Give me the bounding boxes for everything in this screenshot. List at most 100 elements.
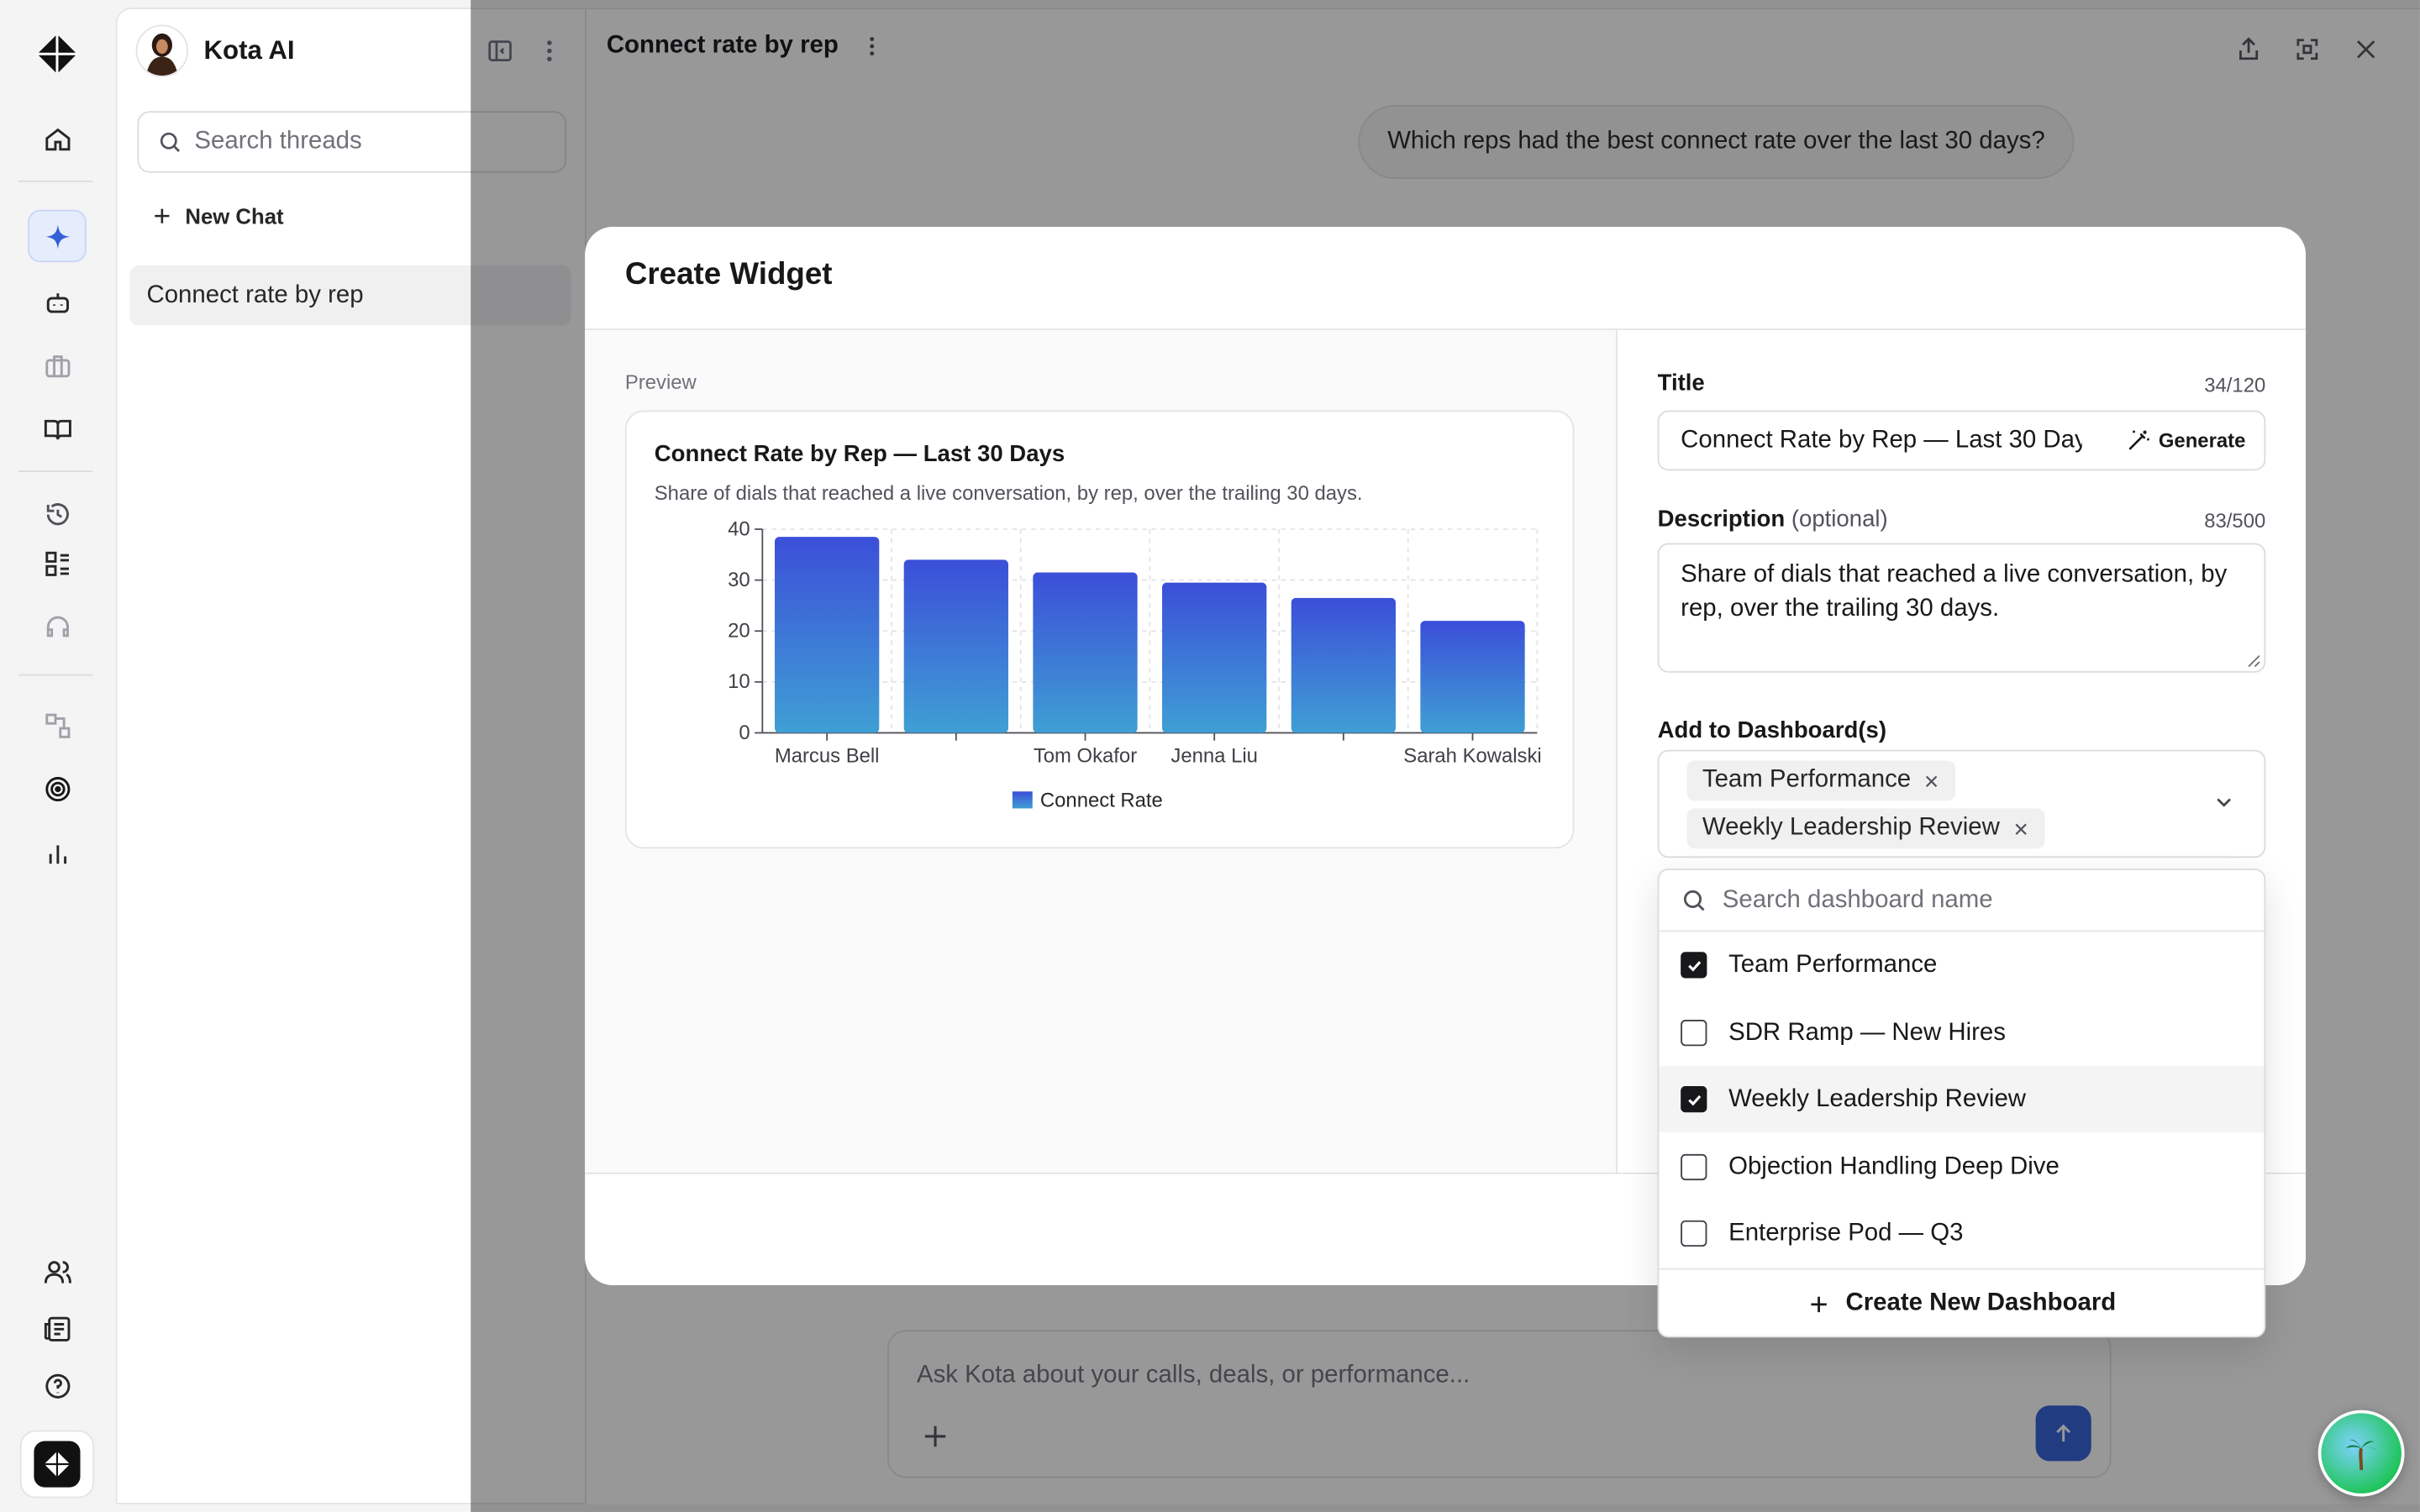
dashboard-search-input[interactable]: Search dashboard name: [1659, 870, 2265, 932]
description-label-text: Description: [1657, 506, 1786, 533]
checkbox-checked-icon[interactable]: [1681, 952, 1707, 979]
bar: [903, 559, 1008, 733]
create-new-dashboard-button[interactable]: Create New Dashboard: [1659, 1268, 2265, 1338]
bot-icon[interactable]: [28, 276, 87, 328]
history-icon[interactable]: [28, 487, 87, 539]
search-icon: [1683, 890, 1705, 911]
rail-divider: [18, 180, 93, 182]
help-icon[interactable]: [28, 1359, 87, 1411]
checkbox-unchecked-icon[interactable]: [1681, 1220, 1707, 1247]
bar: [1420, 621, 1525, 733]
new-chat-button[interactable]: New Chat: [151, 203, 284, 228]
y-tick-label: 0: [739, 722, 750, 744]
chat-composer[interactable]: Ask Kota about your calls, deals, or per…: [887, 1330, 2112, 1478]
workflow-icon[interactable]: [28, 699, 87, 751]
dashboard-option[interactable]: Team Performance: [1659, 932, 2264, 998]
dashboard-option-label: Objection Handling Deep Dive: [1728, 1152, 2060, 1180]
generate-button[interactable]: Generate: [2115, 419, 2255, 462]
y-tick-label: 20: [728, 620, 750, 643]
checkbox-checked-icon[interactable]: [1681, 1086, 1707, 1113]
remove-chip-icon[interactable]: [1923, 772, 1940, 789]
assistant-avatar-bubble[interactable]: [2317, 1410, 2405, 1497]
headset-icon[interactable]: [28, 600, 87, 652]
newspaper-icon[interactable]: [28, 1302, 87, 1354]
description-label: Description (optional): [1658, 506, 1888, 532]
users-icon[interactable]: [28, 1245, 87, 1297]
search-threads-input[interactable]: Search threads: [137, 111, 567, 173]
description-optional: (optional): [1791, 506, 1888, 533]
remove-chip-icon[interactable]: [2012, 820, 2028, 837]
share-icon[interactable]: [2235, 35, 2263, 63]
y-tick-label: 30: [728, 569, 750, 591]
book-icon[interactable]: [28, 402, 87, 454]
resize-handle-icon[interactable]: [2245, 653, 2260, 668]
plus-icon: [1811, 1295, 1827, 1312]
close-icon[interactable]: [2352, 35, 2380, 63]
dashboard-chip: Team Performance: [1686, 760, 1956, 801]
chart-subtitle: Share of dials that reached a live conve…: [654, 481, 1363, 505]
y-tick-label: 10: [728, 670, 750, 693]
brand-logo-icon[interactable]: [28, 28, 87, 80]
chart-title: Connect Rate by Rep — Last 30 Days: [654, 441, 1065, 468]
dashboard-option[interactable]: Objection Handling Deep Dive: [1659, 1134, 2264, 1200]
chip-label: Team Performance: [1702, 766, 1912, 794]
palm-tree-icon: [2346, 1439, 2377, 1471]
bar-chart: 0 10 20 30 40 Marcus Bell Tom Okafor Jenna Liu S…: [728, 517, 1542, 812]
modal-header-divider: [585, 328, 2307, 331]
preview-pane: Preview Connect Rate by Rep — Last 30 Da…: [585, 330, 1617, 1174]
bar-chart-icon[interactable]: [28, 827, 87, 879]
more-vertical-icon[interactable]: [860, 34, 885, 58]
briefcase-icon[interactable]: [28, 339, 87, 391]
thread-panel: Kota AI Search threads New Chat Connect …: [115, 8, 587, 1504]
widget-title-input[interactable]: Connect Rate by Rep — Last 30 Days Gener…: [1657, 410, 2266, 471]
dashboard-option[interactable]: Enterprise Pod — Q3: [1659, 1200, 2264, 1267]
search-icon: [160, 132, 181, 152]
thread-item[interactable]: Connect rate by rep: [129, 265, 571, 326]
send-button[interactable]: [2035, 1405, 2091, 1462]
target-icon[interactable]: [28, 762, 87, 814]
collapse-sidebar-icon[interactable]: [487, 37, 514, 65]
bar: [1162, 582, 1267, 733]
description-textarea[interactable]: Share of dials that reached a live conve…: [1657, 543, 2266, 673]
ai-sparkle-icon[interactable]: [28, 209, 87, 263]
create-new-dashboard-label: Create New Dashboard: [1845, 1289, 2117, 1316]
dashboard-option-label: Weekly Leadership Review: [1728, 1085, 2027, 1112]
search-threads-placeholder: Search threads: [194, 128, 362, 155]
checkbox-unchecked-icon[interactable]: [1681, 1020, 1707, 1047]
y-tick-label: 40: [728, 517, 750, 540]
dashboard-multiselect[interactable]: Team Performance Weekly Leadership Revie…: [1657, 749, 2266, 858]
checkbox-unchecked-icon[interactable]: [1681, 1153, 1707, 1181]
app-title: Kota AI: [203, 35, 295, 66]
attach-plus-icon[interactable]: [920, 1421, 951, 1452]
legend-label: Connect Rate: [1040, 790, 1163, 812]
description-value: Share of dials that reached a live conve…: [1681, 561, 2228, 622]
arrow-up-icon: [2056, 1424, 2071, 1442]
more-vertical-icon[interactable]: [535, 37, 563, 65]
chart-card: Connect Rate by Rep — Last 30 Days Share…: [624, 410, 1575, 849]
modal-title: Create Widget: [624, 257, 833, 292]
thread-item-label: Connect rate by rep: [146, 281, 364, 308]
avatar[interactable]: [135, 24, 189, 77]
modal-footer-divider: [585, 1172, 2307, 1174]
dashboard-search-placeholder: Search dashboard name: [1722, 886, 1993, 913]
dashboard-option[interactable]: SDR Ramp — New Hires: [1659, 1000, 2264, 1066]
legend-swatch: [1012, 791, 1033, 809]
icon-rail: [0, 0, 114, 1512]
thread-panel-header: Kota AI: [135, 24, 295, 77]
dashboard-dropdown: Search dashboard name Team Performance S…: [1657, 869, 2266, 1338]
modal-column-divider: [1616, 330, 1618, 1174]
home-icon[interactable]: [28, 113, 87, 165]
preview-label: Preview: [624, 370, 697, 394]
chevron-down-icon[interactable]: [2212, 790, 2236, 814]
plus-icon: [155, 208, 170, 223]
widget-title-value: Connect Rate by Rep — Last 30 Days: [1681, 426, 2082, 454]
chat-header: Connect rate by rep: [607, 33, 885, 60]
workspace-switcher[interactable]: [19, 1430, 95, 1499]
description-char-count: 83/500: [2204, 509, 2266, 533]
dashboard-grid-icon[interactable]: [28, 537, 87, 589]
bar: [775, 537, 880, 733]
dashboard-option[interactable]: Weekly Leadership Review: [1659, 1066, 2265, 1133]
magic-wand-icon: [2128, 430, 2149, 450]
dashboard-option-label: SDR Ramp — New Hires: [1728, 1019, 2006, 1046]
fullscreen-icon[interactable]: [2293, 35, 2321, 63]
